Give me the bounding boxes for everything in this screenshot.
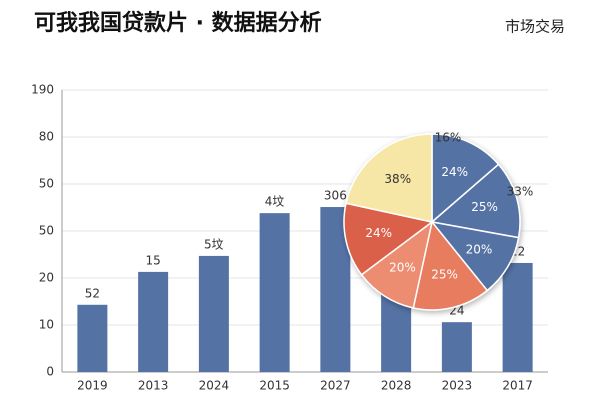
bar-annotation: 52: [85, 286, 100, 300]
pie-slice: [412, 220, 489, 311]
bar: [502, 262, 533, 372]
x-tick-label: 2024: [199, 379, 230, 393]
pie-slice: [430, 163, 521, 239]
y-tick-label: 10: [39, 318, 54, 332]
y-tick-label: 80: [39, 130, 54, 144]
pie-slice: [343, 202, 434, 276]
bar-annotation: 306: [324, 189, 347, 203]
pie-label: 25%: [431, 268, 458, 282]
pie-label: 24%: [365, 226, 392, 240]
bar-annotation: 5坟: [204, 237, 224, 251]
pie-slice: [360, 220, 434, 309]
pie-annotation: 33%: [507, 185, 534, 199]
bar: [441, 322, 472, 372]
y-tick-label: 190: [31, 83, 54, 97]
pie-slice: [430, 220, 520, 292]
page-title: 可我我国贷款片 · 数据据分析: [34, 10, 322, 36]
bar: [259, 213, 290, 372]
y-tick-label: 0: [46, 365, 54, 379]
x-tick-label: 2023: [442, 379, 473, 393]
bar: [138, 271, 169, 372]
pie-label: 20%: [466, 242, 493, 256]
y-tick-label: 20: [39, 271, 54, 285]
pie-label: 38%: [384, 172, 411, 186]
y-tick-label: 50: [39, 177, 54, 191]
page-tag: 市场交易: [505, 18, 565, 36]
bar-annotation: 4坟: [265, 195, 285, 209]
bar: [198, 255, 229, 372]
pie-label: 25%: [471, 200, 498, 214]
x-tick-label: 2015: [259, 379, 290, 393]
bar: [77, 304, 108, 372]
x-tick-label: 2019: [77, 379, 108, 393]
pie-label: 24%: [441, 165, 468, 179]
x-tick-label: 2027: [320, 379, 351, 393]
y-tick-label: 50: [39, 224, 54, 238]
pie-label: 20%: [389, 260, 416, 274]
x-tick-label: 2017: [502, 379, 533, 393]
x-tick-label: 2028: [381, 379, 412, 393]
x-tick-label: 2013: [138, 379, 169, 393]
pie-slice: [345, 133, 433, 223]
pie-annotation: 16%: [435, 131, 462, 145]
pie-slice: [431, 133, 500, 224]
bar-annotation: 15: [145, 253, 160, 267]
